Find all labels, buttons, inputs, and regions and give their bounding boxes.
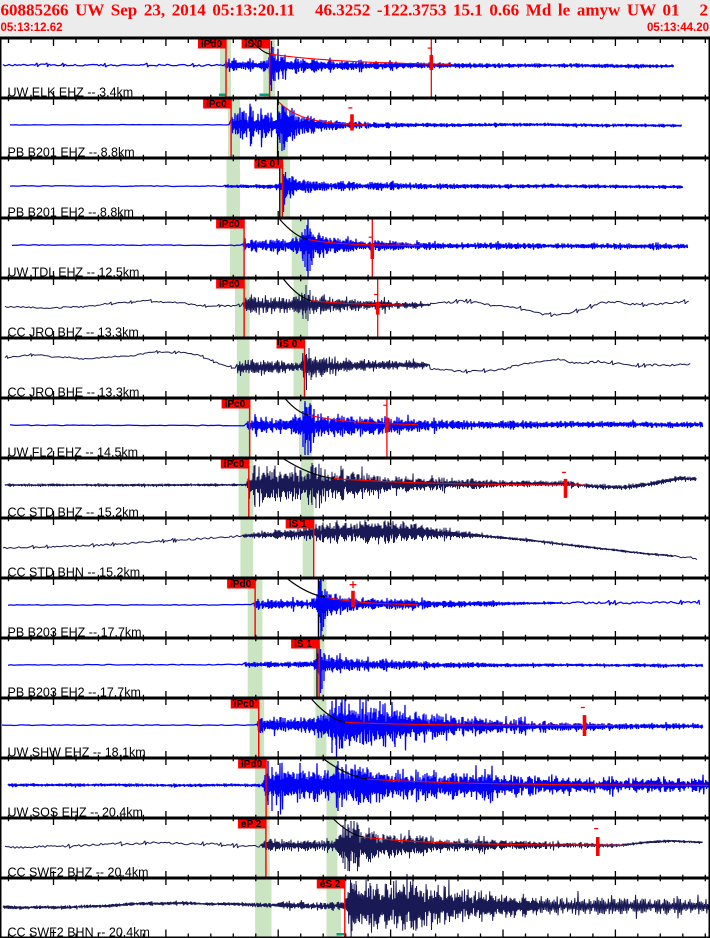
svg-text:PB B203 EHZ -- 17.7km: PB B203 EHZ -- 17.7km (8, 626, 142, 640)
svg-text:UW FL2 EHZ -- 14.5km: UW FL2 EHZ -- 14.5km (8, 446, 139, 460)
svg-text:iPc0: iPc0 (224, 459, 245, 470)
svg-text:iS 0: iS 0 (257, 159, 275, 170)
svg-text:UW ELK EHZ -- 3.4km: UW ELK EHZ -- 3.4km (8, 86, 134, 100)
svg-text:iPd0: iPd0 (201, 39, 223, 50)
svg-text:UW TDL EHZ -- 12.5km: UW TDL EHZ -- 12.5km (8, 266, 140, 280)
svg-text:iS 0: iS 0 (280, 339, 298, 350)
svg-text:iPc0: iPc0 (206, 99, 227, 110)
svg-text:60885266 UW Sep 23, 2014 05:13: 60885266 UW Sep 23, 2014 05:13:20.11 46.… (1, 1, 709, 20)
svg-text:CC JRO BHE -- 13.3km: CC JRO BHE -- 13.3km (8, 386, 140, 400)
svg-text:iPc0: iPc0 (234, 699, 255, 710)
svg-text:iS 0: iS 0 (245, 39, 263, 50)
svg-text:iPc0: iPc0 (219, 219, 240, 230)
svg-text:iPd0: iPd0 (230, 579, 252, 590)
svg-text:eP 2: eP 2 (241, 819, 262, 830)
svg-text:UW SHW EHZ -- 18.1km: UW SHW EHZ -- 18.1km (8, 746, 146, 760)
svg-text:iS 1: iS 1 (289, 519, 307, 530)
svg-text:CC SWF2 BHZ -- 20.4km: CC SWF2 BHZ -- 20.4km (8, 866, 149, 880)
svg-text:iS 1: iS 1 (294, 639, 312, 650)
svg-text:05:13:44.20: 05:13:44.20 (647, 22, 709, 34)
svg-text:iPc0: iPc0 (225, 399, 246, 410)
svg-text:iPc0: iPc0 (219, 279, 240, 290)
svg-text:UW SOS EHZ -- 20.4km: UW SOS EHZ -- 20.4km (8, 806, 143, 820)
svg-text:CC STD BHN -- 15.2km: CC STD BHN -- 15.2km (8, 566, 141, 580)
svg-text:05:13:12.62: 05:13:12.62 (1, 22, 63, 34)
svg-text:PB B201 EH2 -- 8.8km: PB B201 EH2 -- 8.8km (8, 206, 134, 220)
svg-text:CC STD BHZ -- 15.2km: CC STD BHZ -- 15.2km (8, 506, 139, 520)
svg-text:iPd0: iPd0 (241, 759, 263, 770)
svg-text:eS 2: eS 2 (320, 879, 341, 890)
svg-text:PB B201 EHZ -- 8.8km: PB B201 EHZ -- 8.8km (8, 146, 135, 160)
svg-text:CC SWF2 BHN -- 20.4km: CC SWF2 BHN -- 20.4km (8, 926, 150, 938)
svg-text:CC JRO BHZ -- 13.3km: CC JRO BHZ -- 13.3km (8, 326, 139, 340)
svg-text:PB B203 EH2 -- 17.7km: PB B203 EH2 -- 17.7km (8, 686, 141, 700)
